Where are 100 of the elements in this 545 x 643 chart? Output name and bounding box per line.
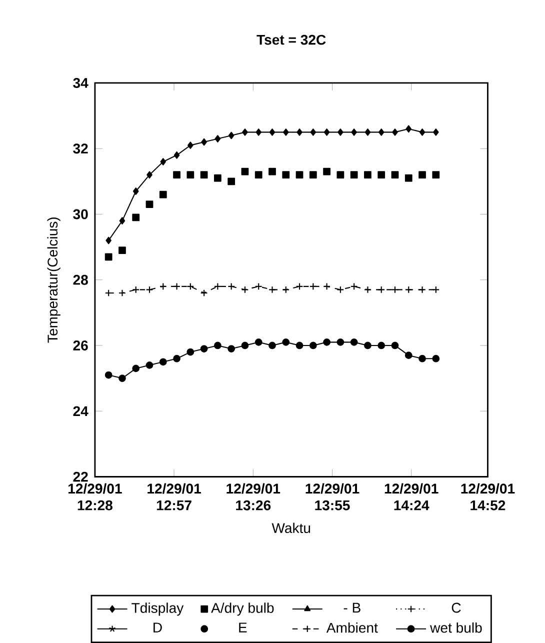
point	[118, 374, 126, 382]
point	[418, 171, 426, 179]
point	[391, 286, 399, 294]
point	[323, 338, 331, 346]
point	[420, 128, 426, 136]
point	[282, 171, 290, 179]
point	[324, 128, 330, 136]
point	[350, 338, 358, 346]
x-tick-label: 12/29/01 12:57	[148, 483, 202, 510]
point	[186, 348, 194, 356]
point	[310, 282, 317, 290]
legend-label: D	[154, 622, 162, 632]
y-axis-title: Temperatur(Celcius)	[47, 217, 60, 343]
point	[160, 158, 166, 166]
point	[432, 171, 440, 179]
point	[282, 338, 290, 346]
point	[296, 342, 304, 350]
point	[188, 142, 194, 149]
point	[283, 128, 289, 136]
point	[391, 171, 399, 179]
point	[391, 342, 399, 350]
point	[364, 342, 372, 350]
point	[228, 345, 236, 352]
point	[268, 342, 276, 350]
point	[338, 128, 344, 136]
point	[214, 342, 222, 350]
point	[350, 171, 358, 179]
point	[105, 253, 112, 261]
point	[336, 286, 344, 294]
point	[146, 171, 153, 179]
point	[336, 171, 344, 179]
legend-label: C	[452, 602, 461, 613]
point	[310, 342, 317, 350]
point	[146, 361, 154, 369]
point	[214, 135, 221, 142]
point	[133, 188, 139, 195]
point	[119, 217, 126, 224]
point	[241, 342, 249, 350]
y-tick-label: 22	[73, 472, 88, 482]
point	[255, 338, 262, 346]
legend-label: - B	[344, 602, 361, 613]
point	[405, 286, 412, 294]
chart-title: Tset = 32C	[256, 34, 326, 45]
point	[241, 286, 249, 294]
point	[405, 352, 412, 360]
point	[364, 171, 372, 179]
point	[255, 171, 262, 179]
point	[378, 171, 386, 179]
point	[336, 338, 344, 346]
legend-label: Ambient	[326, 622, 378, 633]
point	[310, 128, 316, 136]
point	[160, 358, 167, 366]
point	[201, 138, 208, 146]
point	[418, 354, 426, 362]
legend-label: E	[239, 622, 247, 632]
point	[228, 178, 236, 186]
point	[132, 364, 140, 372]
point	[228, 132, 234, 140]
x-tick-label: 12/29/01 14:24	[385, 483, 438, 510]
point	[186, 171, 194, 179]
point	[364, 128, 371, 136]
point	[242, 128, 248, 136]
y-tick-label: 30	[73, 209, 88, 220]
point	[351, 128, 358, 136]
point	[106, 236, 112, 244]
point	[296, 282, 304, 290]
point	[118, 289, 126, 297]
point	[173, 171, 181, 179]
y-tick-label: 28	[73, 274, 88, 285]
point	[268, 168, 276, 176]
legend-label: wet bulb	[430, 622, 482, 633]
point	[323, 168, 331, 176]
point	[214, 282, 222, 290]
legend-label: A/dry bulb	[211, 602, 274, 616]
point	[364, 286, 372, 294]
point	[214, 174, 222, 182]
point	[146, 200, 154, 208]
point	[174, 151, 180, 159]
point	[118, 246, 126, 254]
point	[105, 371, 112, 379]
legend-label: Tdisplay	[132, 602, 184, 616]
x-tick-label: 12/29/01 13:26	[226, 483, 280, 510]
point	[186, 282, 194, 290]
point	[433, 128, 439, 136]
point	[132, 286, 140, 294]
point	[200, 171, 208, 179]
point	[200, 345, 208, 352]
y-tick-label: 24	[73, 406, 88, 416]
point	[256, 128, 262, 136]
point	[405, 174, 412, 182]
point	[241, 168, 249, 176]
y-tick-label: 26	[73, 340, 88, 350]
x-tick-label: 12/29/01 13:55	[306, 483, 360, 510]
point	[269, 128, 276, 136]
point	[255, 282, 262, 290]
x-axis-title: Waktu	[272, 522, 310, 534]
point	[296, 171, 304, 179]
point	[160, 282, 167, 290]
point	[173, 282, 181, 290]
point	[350, 282, 358, 290]
